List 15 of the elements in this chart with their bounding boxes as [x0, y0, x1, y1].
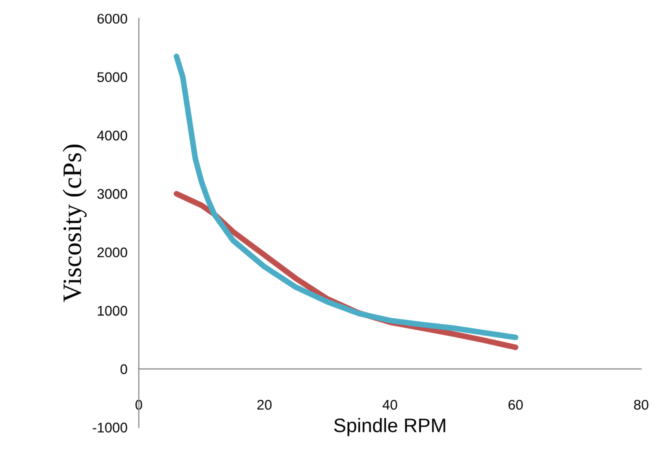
x-tick-label: 80: [634, 400, 648, 410]
y-tick-label: 0: [120, 364, 128, 374]
y-tick-label: 6000: [98, 14, 128, 24]
x-axis-title: Spindle RPM: [334, 418, 446, 436]
y-tick-label: 5000: [97, 72, 128, 82]
y-tick-label: 1000: [98, 306, 128, 316]
x-tick-label: 40: [382, 400, 398, 410]
y-axis-title: Viscosity (cPs): [62, 144, 87, 302]
x-tick-label: 0: [135, 400, 142, 410]
y-tick-label: 2000: [98, 247, 128, 258]
x-tick-label: 60: [508, 400, 523, 410]
y-tick-label: 4000: [97, 130, 128, 140]
y-tick-label: -1000: [92, 422, 128, 433]
y-tick-label: 3000: [97, 189, 128, 199]
x-tick-label: 20: [257, 400, 272, 410]
